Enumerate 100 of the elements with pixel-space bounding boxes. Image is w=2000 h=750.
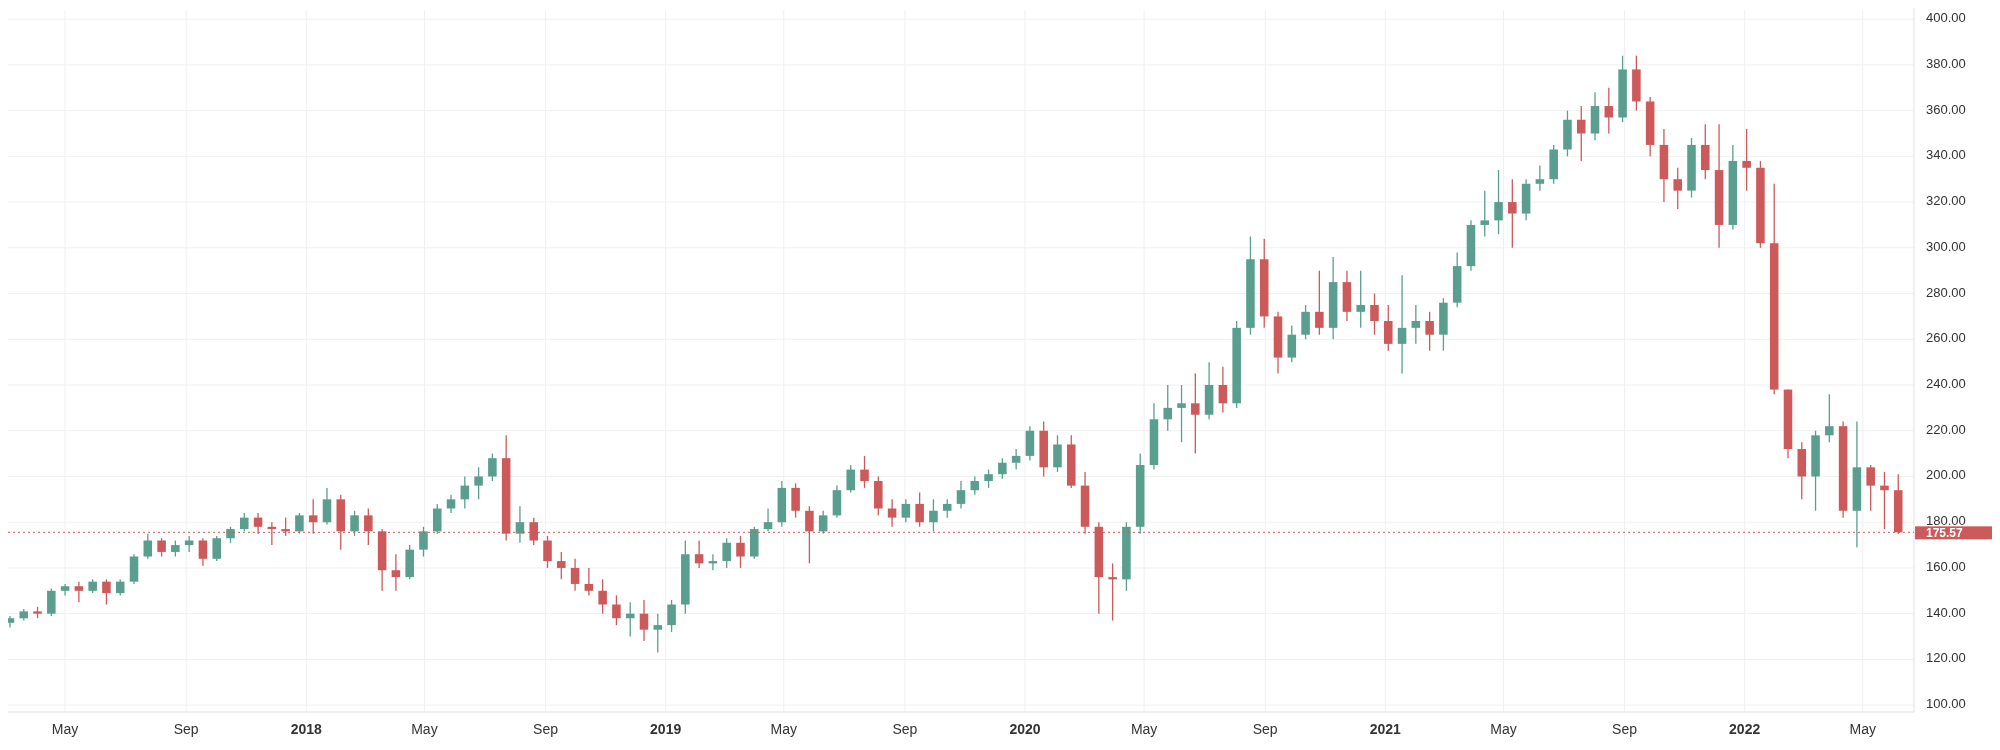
candlestick bbox=[1411, 304, 1421, 345]
candlestick bbox=[1880, 471, 1889, 530]
candlestick bbox=[474, 466, 483, 500]
candlestick bbox=[1480, 189, 1490, 238]
candlestick bbox=[1604, 87, 1614, 135]
candlestick bbox=[570, 558, 580, 592]
candlestick bbox=[1011, 448, 1021, 471]
candlestick bbox=[1108, 562, 1117, 622]
candlestick bbox=[901, 498, 911, 523]
x-tick-label: May bbox=[1130, 721, 1158, 737]
candlestick bbox=[1494, 169, 1503, 235]
candlestick bbox=[984, 468, 993, 489]
candlestick bbox=[1825, 393, 1834, 443]
candlestick bbox=[1535, 164, 1545, 192]
x-tick-label: 2021 bbox=[1369, 721, 1402, 737]
candlestick bbox=[198, 537, 208, 567]
candlestick bbox=[970, 475, 980, 496]
x-tick-label: Sep bbox=[1252, 721, 1278, 737]
candlestick bbox=[557, 551, 566, 581]
x-tick-label: Sep bbox=[892, 721, 918, 737]
candlestick bbox=[1384, 304, 1393, 352]
candlestick bbox=[143, 532, 153, 560]
candlestick bbox=[791, 482, 800, 519]
x-tick-label: Sep bbox=[1612, 721, 1638, 737]
candlestick bbox=[1301, 304, 1310, 340]
y-tick-label: 120.00 bbox=[1926, 650, 1966, 666]
x-tick-label: May bbox=[51, 721, 79, 737]
x-tick-label: Sep bbox=[533, 721, 559, 737]
x-tick-label: 2022 bbox=[1729, 721, 1761, 737]
candlestick bbox=[1356, 270, 1365, 329]
candlestick bbox=[295, 512, 304, 535]
y-tick-label: 220.00 bbox=[1926, 421, 1966, 437]
candlestick bbox=[74, 581, 84, 603]
candlestick bbox=[1397, 274, 1407, 375]
candlestick bbox=[432, 503, 442, 535]
candlestick bbox=[212, 535, 221, 562]
candlestick bbox=[350, 510, 359, 537]
candlestick bbox=[942, 498, 952, 519]
candlestick bbox=[694, 539, 704, 569]
candlestick bbox=[1191, 372, 1200, 455]
candlestick bbox=[1163, 384, 1173, 432]
candlestick bbox=[1425, 311, 1434, 352]
y-tick-label: 280.00 bbox=[1926, 284, 1966, 300]
candlestick bbox=[446, 494, 456, 514]
candlestick bbox=[998, 457, 1007, 480]
x-tick-label: 2019 bbox=[650, 721, 682, 737]
candlestick bbox=[515, 505, 525, 544]
y-tick-label: 360.00 bbox=[1926, 101, 1966, 117]
candlestick bbox=[667, 599, 676, 633]
candlestick bbox=[157, 537, 166, 558]
x-tick-label: May bbox=[1490, 721, 1517, 737]
y-tick-label: 240.00 bbox=[1926, 376, 1966, 392]
x-tick-label: May bbox=[770, 721, 798, 737]
candlestick bbox=[653, 613, 663, 654]
candlestick bbox=[915, 491, 924, 528]
candlestick bbox=[1177, 384, 1186, 443]
candlestick bbox=[1508, 178, 1517, 249]
candlestick bbox=[887, 498, 897, 528]
candlestick bbox=[47, 587, 56, 617]
candlestick bbox=[1866, 464, 1875, 512]
x-tick-label: 2020 bbox=[1009, 721, 1041, 737]
y-tick-label: 200.00 bbox=[1926, 467, 1966, 483]
candlestick bbox=[1053, 434, 1062, 473]
candlestick bbox=[639, 599, 649, 642]
candlestick bbox=[419, 526, 428, 558]
candlestick bbox=[102, 578, 111, 606]
candlestick bbox=[1673, 167, 1682, 210]
y-tick-label: 380.00 bbox=[1926, 55, 1966, 71]
y-tick-label: 260.00 bbox=[1926, 330, 1966, 346]
candlestick bbox=[846, 464, 856, 494]
x-tick-label: May bbox=[1849, 721, 1877, 737]
candlestick bbox=[736, 535, 745, 569]
y-tick-label: 400.00 bbox=[1926, 10, 1966, 26]
y-tick-label: 340.00 bbox=[1926, 147, 1966, 163]
y-tick-label: 300.00 bbox=[1926, 238, 1966, 254]
candlestick bbox=[543, 535, 552, 569]
candlestick bbox=[818, 510, 828, 535]
candlestick bbox=[1742, 128, 1751, 192]
candlestick bbox=[584, 567, 594, 597]
y-tick-label: 100.00 bbox=[1926, 696, 1966, 712]
candlestick bbox=[1218, 366, 1228, 414]
candlestick bbox=[391, 553, 401, 592]
x-tick-label: 2018 bbox=[290, 721, 323, 737]
y-tick-label: 160.00 bbox=[1926, 558, 1966, 574]
candlestick bbox=[322, 487, 332, 526]
candlestick bbox=[1576, 105, 1586, 162]
candlestick bbox=[1315, 270, 1324, 336]
candlestick bbox=[598, 578, 607, 615]
y-tick-label: 140.00 bbox=[1926, 604, 1966, 620]
candlestick bbox=[612, 594, 621, 626]
candlestick bbox=[763, 507, 773, 533]
candlestick bbox=[1370, 292, 1379, 336]
candlestick bbox=[860, 455, 869, 489]
candlestick bbox=[240, 512, 249, 533]
candlestick bbox=[722, 537, 731, 569]
x-tick-label: May bbox=[411, 721, 438, 737]
candlestick bbox=[488, 452, 497, 482]
candlestick bbox=[956, 480, 966, 510]
x-tick-label: Sep bbox=[173, 721, 199, 737]
candlestick bbox=[929, 498, 938, 533]
